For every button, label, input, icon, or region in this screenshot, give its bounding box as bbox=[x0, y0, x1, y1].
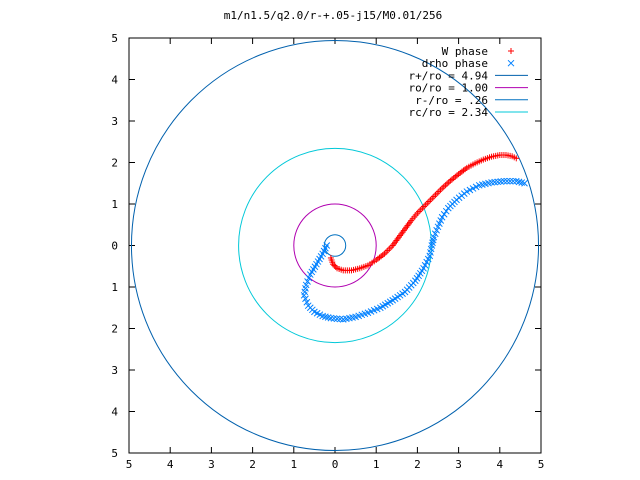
drho-phase-point bbox=[503, 177, 511, 185]
drho-phase-point bbox=[305, 274, 313, 282]
circle-4 bbox=[323, 234, 347, 257]
legend-label: rc/ro = 2.34 bbox=[409, 106, 489, 119]
circle-2 bbox=[130, 39, 540, 452]
y-tick-label: 5 bbox=[111, 32, 118, 45]
x-tick-label: 4 bbox=[496, 458, 503, 471]
y-tick-label: 1 bbox=[111, 198, 118, 211]
circle-3 bbox=[293, 203, 377, 288]
w-phase-point bbox=[329, 261, 336, 268]
x-tick-label: 1 bbox=[290, 458, 297, 471]
drho-phase-point bbox=[506, 177, 514, 185]
legend-label: r+/ro = 4.94 bbox=[409, 69, 489, 82]
x-tick-label: 3 bbox=[455, 458, 462, 471]
drho-phase-point bbox=[302, 295, 309, 303]
x-tick-label: 5 bbox=[538, 458, 545, 471]
y-tick-label: 4 bbox=[111, 74, 118, 87]
w-phase-point bbox=[513, 155, 520, 162]
x-tick-label: 5 bbox=[126, 458, 133, 471]
legend-marker-sample bbox=[507, 59, 515, 67]
x-tick-label: 2 bbox=[249, 458, 256, 471]
w-phase-point bbox=[331, 262, 338, 269]
legend-marker-sample bbox=[508, 48, 514, 54]
chart-title: m1/n1.5/q2.0/r-+.05-j15/M0.01/256 bbox=[224, 9, 443, 22]
x-tick-label: 1 bbox=[373, 458, 380, 471]
circle-5 bbox=[238, 147, 432, 344]
x-tick-label: 2 bbox=[414, 458, 421, 471]
legend-label: W phase bbox=[442, 45, 488, 58]
x-tick-label: 0 bbox=[332, 458, 339, 471]
drho-phase-point bbox=[442, 207, 450, 215]
x-tick-label: 3 bbox=[208, 458, 215, 471]
y-tick-label: 2 bbox=[111, 157, 118, 170]
drho-phase-point bbox=[500, 177, 508, 185]
drho-phase-point bbox=[509, 177, 517, 185]
y-tick-label: 3 bbox=[111, 364, 118, 377]
y-tick-label: 0 bbox=[111, 240, 118, 253]
drho-phase-point bbox=[303, 298, 311, 306]
drho-phase-point bbox=[430, 233, 438, 241]
drho-phase-point bbox=[433, 226, 440, 234]
legend-label: ro/ro = 1.00 bbox=[409, 82, 488, 95]
drho-phase-point bbox=[521, 179, 528, 187]
drho-phase-point bbox=[300, 291, 308, 299]
markers bbox=[300, 152, 528, 323]
legend-label: drho phase bbox=[422, 57, 488, 70]
drho-phase-point bbox=[306, 271, 314, 278]
drho-phase-point bbox=[431, 230, 439, 238]
y-tick-label: 3 bbox=[111, 115, 118, 128]
y-tick-label: 1 bbox=[111, 281, 118, 294]
x-tick-label: 4 bbox=[167, 458, 174, 471]
drho-phase-point bbox=[440, 210, 448, 218]
y-tick-label: 5 bbox=[111, 447, 118, 460]
drho-phase-point bbox=[438, 213, 446, 221]
y-tick-label: 2 bbox=[111, 323, 118, 336]
w-phase-point bbox=[332, 263, 339, 270]
legend-label: r-/ro = .26 bbox=[415, 94, 488, 107]
y-tick-label: 4 bbox=[111, 406, 118, 419]
drho-phase-point bbox=[304, 278, 311, 285]
